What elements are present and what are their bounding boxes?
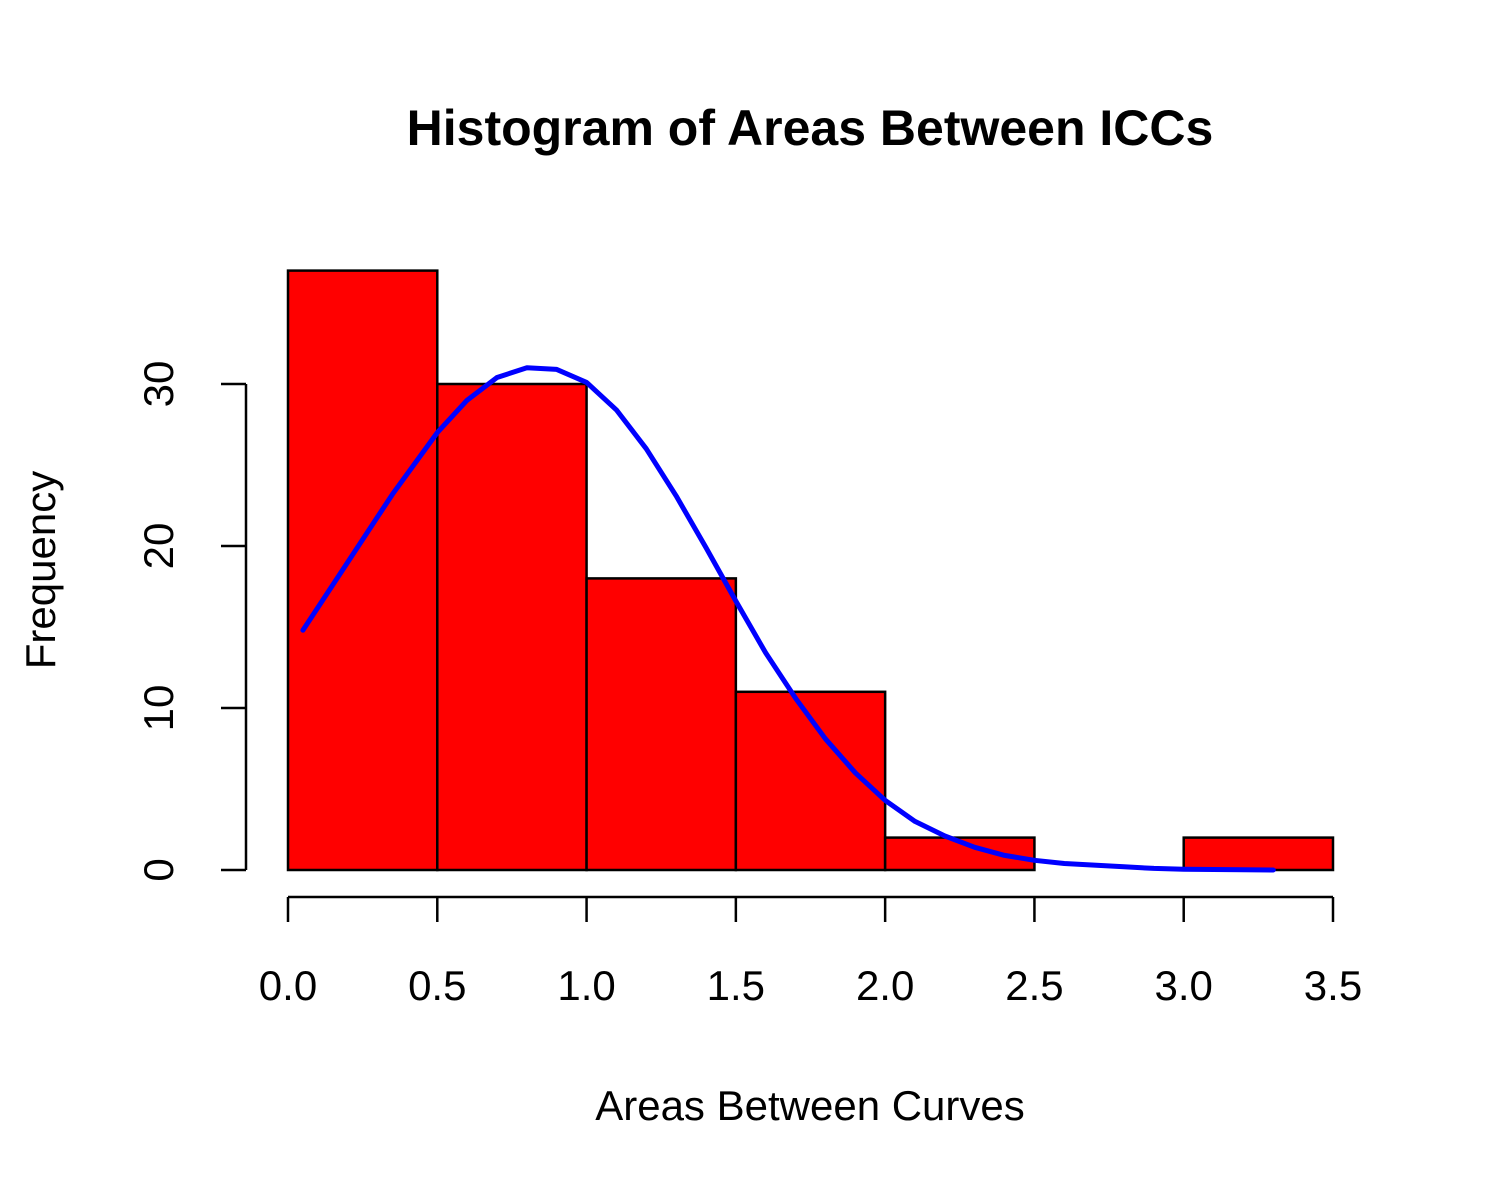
x-tick-label-5: 2.5 <box>1005 962 1063 1009</box>
y-axis: 0 10 20 30 <box>135 361 248 882</box>
x-tick-label-0: 0.0 <box>259 962 317 1009</box>
histogram-bar-6 <box>1182 836 1335 872</box>
x-tick-label-4: 2.0 <box>856 962 914 1009</box>
chart-title: Histogram of Areas Between ICCs <box>407 100 1214 156</box>
histogram-bar-0 <box>286 269 439 872</box>
x-tick-label-7: 3.5 <box>1304 962 1362 1009</box>
y-tick-label-0: 0 <box>135 858 182 881</box>
x-tick-label-1: 0.5 <box>408 962 466 1009</box>
x-tick-label-6: 3.0 <box>1155 962 1213 1009</box>
density-curve-layer <box>300 365 1276 873</box>
x-axis: 0.0 0.5 1.0 1.5 2.0 2.5 3.0 3.5 <box>259 895 1362 1009</box>
density-curve <box>300 365 1276 873</box>
x-tick-label-3: 1.5 <box>707 962 765 1009</box>
histogram-bar-2 <box>585 577 738 872</box>
y-tick-label-2: 20 <box>135 523 182 570</box>
histogram-bar-1 <box>436 382 588 872</box>
x-axis-label: Areas Between Curves <box>595 1082 1025 1129</box>
y-tick-label-3: 30 <box>135 361 182 408</box>
y-tick-label-1: 10 <box>135 685 182 732</box>
y-axis-label: Frequency <box>17 471 64 669</box>
histogram-bars <box>286 269 1335 872</box>
x-tick-label-2: 1.0 <box>557 962 615 1009</box>
